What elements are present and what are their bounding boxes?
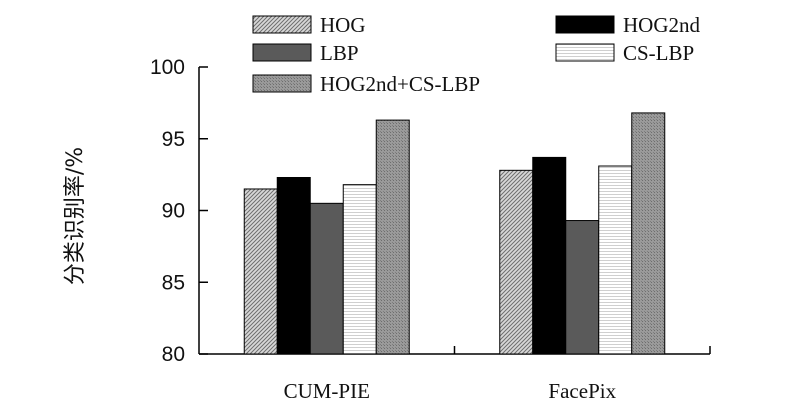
- x-category-label: FacePix: [548, 379, 616, 403]
- bar-cs-lbp-facepix: [598, 165, 633, 355]
- legend-label: HOG2nd+CS-LBP: [320, 72, 480, 96]
- bar-cs-lbp-cum-pie: [342, 184, 377, 355]
- bar-hog2nd-facepix: [532, 156, 567, 355]
- y-axis: 80 85 90 95 100: [150, 56, 208, 366]
- legend: HOG HOG2nd LBP CS-LBP HOG2nd+CS-LBP: [252, 13, 700, 96]
- bar-lbp-cum-pie: [309, 202, 344, 355]
- legend-swatch: [252, 74, 312, 93]
- bar-hog2nd-cum-pie: [276, 176, 311, 355]
- legend-swatch: [555, 43, 615, 62]
- y-tick-label: 95: [162, 128, 185, 151]
- bar-hog2nd-cs-lbp-facepix: [631, 112, 666, 355]
- legend-label: HOG2nd: [623, 13, 700, 37]
- x-axis: CUM-PIE FacePix: [199, 346, 711, 403]
- y-axis-label: 分类识别率/%: [63, 147, 88, 285]
- legend-label: HOG: [320, 13, 366, 37]
- bar-lbp-facepix: [565, 220, 600, 355]
- y-tick-label: 80: [162, 343, 185, 366]
- y-tick-label: 85: [162, 271, 185, 294]
- x-category-label: CUM-PIE: [284, 379, 370, 403]
- legend-label: CS-LBP: [623, 41, 694, 65]
- bar-hog-cum-pie: [243, 188, 278, 355]
- y-tick-label: 100: [150, 56, 185, 79]
- legend-swatch: [555, 15, 615, 34]
- bars: [243, 112, 666, 355]
- legend-swatch: [252, 43, 312, 62]
- legend-label: LBP: [320, 41, 359, 65]
- legend-swatch: [252, 15, 312, 34]
- bar-hog2nd-cs-lbp-cum-pie: [375, 119, 410, 355]
- y-tick-label: 90: [162, 200, 185, 223]
- bar-hog-facepix: [499, 169, 534, 355]
